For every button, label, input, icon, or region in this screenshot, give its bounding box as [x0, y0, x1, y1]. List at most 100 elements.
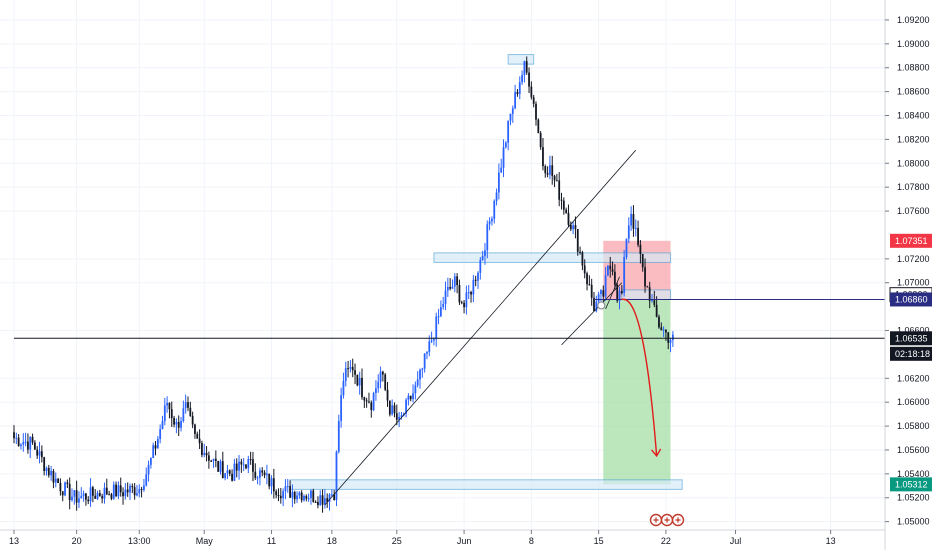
price-tick-label: 1.05200 [897, 493, 930, 503]
event-markers[interactable] [649, 513, 685, 527]
candle-body [433, 339, 435, 341]
candle-body [256, 477, 259, 479]
candle-body [497, 172, 500, 193]
candle-body [439, 307, 442, 317]
candle-body [530, 86, 533, 98]
price-tag-label: 1.06535 [895, 333, 928, 343]
candle-body [340, 395, 343, 421]
price-axis[interactable]: 1.09200 1.09000 1.08800 1.08600 1.08400 1.082… [884, 0, 932, 550]
candle-body [658, 316, 660, 328]
candle-body [354, 370, 356, 375]
entry-zone[interactable] [621, 289, 672, 300]
candle-body [607, 265, 609, 276]
candle-body [669, 340, 672, 343]
candle-body [221, 461, 224, 479]
candle-body [173, 418, 175, 425]
candle-body [653, 300, 656, 305]
candle-body [609, 265, 612, 270]
top-zone[interactable] [507, 54, 535, 65]
candle-body [87, 499, 90, 502]
candle-body [386, 389, 389, 401]
drawing-lines[interactable] [14, 149, 885, 506]
candle-body [646, 286, 649, 288]
candle-body [57, 478, 59, 484]
candle-body [419, 369, 421, 380]
price-tag-label: 1.06860 [895, 294, 928, 304]
candle-body [484, 250, 486, 256]
time-tick-label: 20 [72, 536, 82, 546]
candle-body [124, 489, 127, 497]
candle-body [96, 493, 99, 499]
candle-body [430, 340, 433, 342]
break-line[interactable] [605, 276, 620, 310]
drawing-anchor-handle[interactable] [597, 301, 606, 310]
support-zone[interactable] [289, 479, 683, 490]
candle-body [618, 290, 621, 301]
price-tick-label: 1.08600 [897, 87, 930, 97]
candle-body [194, 424, 196, 434]
candle-body [143, 485, 145, 490]
grid [0, 0, 885, 530]
candle-body [328, 494, 331, 502]
projection-arrowhead[interactable] [651, 448, 662, 458]
candle-body [22, 441, 25, 445]
price-tick-label: 1.06000 [897, 397, 930, 407]
candle-body [479, 259, 482, 273]
candle-body [535, 103, 537, 120]
candle-body [562, 200, 565, 210]
candle-body [581, 252, 584, 266]
candle-body [265, 473, 268, 476]
candle-body [495, 192, 498, 201]
time-axis[interactable]: 13 20 13:00 May 11 18 25 Jun 8 15 22 Jul 13 [0, 529, 885, 546]
candle-body [458, 284, 461, 303]
candle-body [300, 492, 303, 501]
candle-body [98, 493, 101, 497]
price-tag-background [890, 331, 932, 346]
candle-body [233, 463, 236, 481]
candle-body [147, 464, 150, 475]
candle-body [47, 467, 50, 476]
candle-body [43, 457, 46, 471]
candle-body [381, 371, 384, 375]
candle-body [532, 97, 535, 104]
candle-body [460, 302, 463, 304]
candle-body [240, 461, 243, 465]
candle-body [521, 75, 523, 83]
take-profit-zone[interactable] [603, 299, 671, 485]
candle-body [310, 490, 312, 499]
candle-body [344, 368, 347, 382]
projection-arrow[interactable] [621, 298, 658, 456]
candle-body [161, 421, 164, 430]
candle-body [27, 441, 29, 450]
candle-body [375, 388, 377, 394]
candle-body [312, 490, 315, 502]
time-tick-label: 13:00 [128, 536, 151, 546]
rising-trendline[interactable] [324, 149, 637, 506]
candle-body [416, 379, 419, 386]
candle-body [40, 451, 43, 458]
candle-body [409, 395, 412, 400]
channel-base-line[interactable] [561, 282, 623, 346]
candle-body [356, 374, 359, 386]
candle-body [235, 463, 238, 471]
candle-body [133, 487, 136, 496]
candle-body [219, 461, 222, 472]
price-tick-label: 1.08800 [897, 63, 930, 73]
candle-body [140, 489, 143, 491]
price-tag-background [890, 233, 932, 248]
candle-body [651, 300, 653, 302]
candle-body [152, 445, 155, 458]
price-tick-label: 1.05800 [897, 421, 930, 431]
candle-body [184, 402, 187, 409]
candle-body [388, 400, 391, 415]
candle-body [303, 495, 305, 501]
candle-body [472, 279, 475, 295]
candle-body [154, 445, 157, 449]
candle-body [85, 493, 87, 500]
candle-body [625, 238, 628, 258]
price-tag-label: 1.07351 [895, 236, 928, 246]
candle-body [544, 166, 547, 174]
resistance-zone[interactable] [433, 252, 672, 263]
